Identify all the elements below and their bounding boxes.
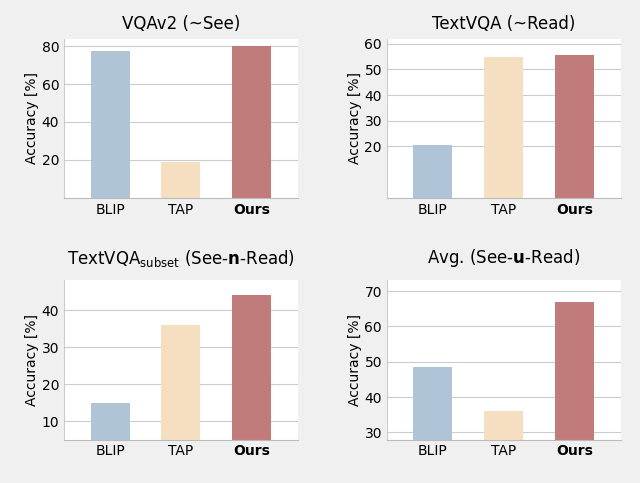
Bar xyxy=(232,46,271,198)
Y-axis label: Accuracy [%]: Accuracy [%] xyxy=(348,72,362,164)
Bar xyxy=(232,295,271,458)
Y-axis label: Accuracy [%]: Accuracy [%] xyxy=(25,72,39,164)
Bar xyxy=(413,145,452,198)
Title: VQAv2 (~See): VQAv2 (~See) xyxy=(122,15,240,33)
Bar xyxy=(161,162,200,198)
Text: TextVQA$_\mathregular{subset}$ (See-$\bf{n}$-Read): TextVQA$_\mathregular{subset}$ (See-$\bf… xyxy=(67,248,295,270)
Bar xyxy=(556,302,594,483)
Bar xyxy=(91,402,129,458)
Title: TextVQA (~Read): TextVQA (~Read) xyxy=(432,15,575,33)
Bar xyxy=(161,325,200,458)
Bar xyxy=(556,55,594,198)
Y-axis label: Accuracy [%]: Accuracy [%] xyxy=(348,314,362,406)
Bar xyxy=(413,367,452,483)
Y-axis label: Accuracy [%]: Accuracy [%] xyxy=(25,314,39,406)
Bar xyxy=(484,411,524,483)
Bar xyxy=(91,51,129,198)
Bar xyxy=(484,57,524,198)
Text: Avg. (See-$\bf{u}$-Read): Avg. (See-$\bf{u}$-Read) xyxy=(427,247,580,270)
